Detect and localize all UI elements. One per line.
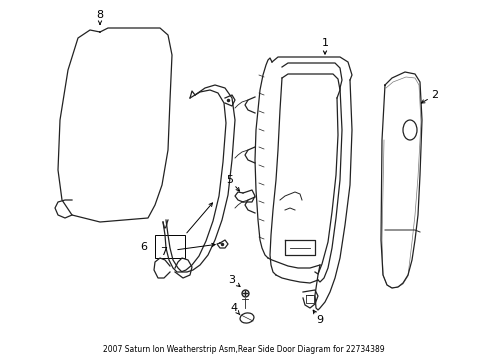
Text: 9: 9 (316, 315, 323, 325)
Text: 7: 7 (160, 247, 167, 257)
Text: 5: 5 (226, 175, 233, 185)
Text: 2007 Saturn Ion Weatherstrip Asm,Rear Side Door Diagram for 22734389: 2007 Saturn Ion Weatherstrip Asm,Rear Si… (103, 346, 384, 355)
Bar (155, 235, 184, 258)
Text: 4: 4 (230, 303, 237, 313)
Text: 6: 6 (140, 242, 147, 252)
Text: 8: 8 (96, 10, 103, 20)
Text: 1: 1 (321, 38, 328, 48)
Text: 2: 2 (430, 90, 438, 100)
Text: 3: 3 (228, 275, 235, 285)
